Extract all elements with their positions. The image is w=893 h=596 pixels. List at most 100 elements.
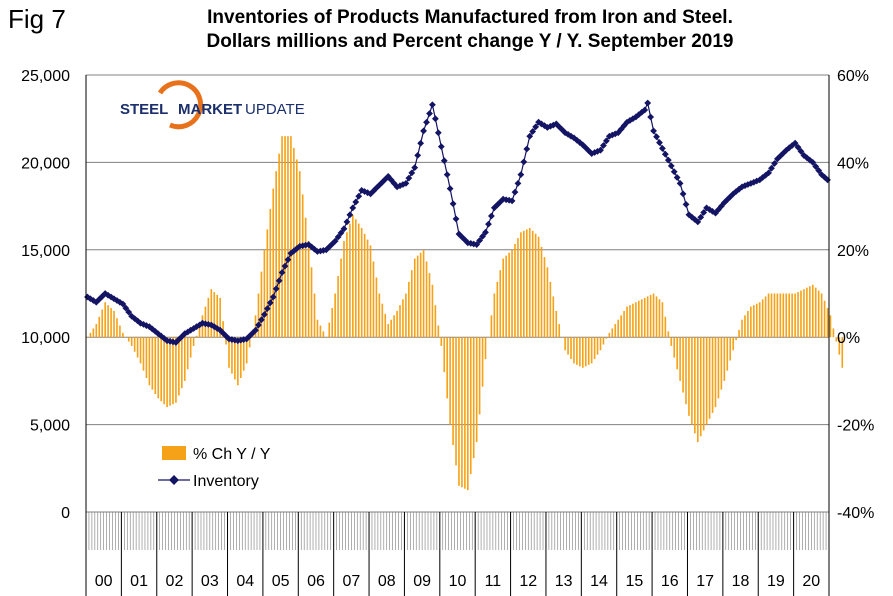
- pct-change-bar: [331, 308, 334, 338]
- chart-title: Inventories of Products Manufactured fro…: [120, 6, 820, 54]
- pct-change-bar: [581, 337, 584, 368]
- pct-change-bar: [764, 296, 767, 338]
- inventory-point: [815, 167, 823, 174]
- pct-change-bar: [298, 171, 301, 338]
- pct-change-bar: [711, 337, 714, 413]
- pct-change-bar: [360, 227, 363, 338]
- pct-change-bar: [623, 310, 625, 338]
- inventory-point: [252, 326, 259, 334]
- pct-change-bar: [643, 297, 646, 338]
- pct-change-bar: [696, 337, 699, 443]
- pct-change-bar: [234, 337, 236, 380]
- inventory-point: [679, 190, 687, 198]
- pct-change-bar: [720, 337, 723, 390]
- pct-change-bar: [750, 306, 752, 338]
- inventory-point: [346, 211, 354, 219]
- x-tick-label: 07: [342, 573, 360, 590]
- pct-change-bar: [231, 337, 233, 374]
- logo-word-steel: STEEL: [120, 101, 168, 118]
- pct-change-bar: [652, 293, 655, 338]
- pct-change-bar: [310, 267, 313, 338]
- pct-change-bar: [555, 310, 558, 338]
- pct-change-bar: [649, 294, 652, 338]
- pct-change-bar: [782, 293, 785, 338]
- inventory-point: [122, 304, 130, 312]
- pct-change-bar: [608, 332, 611, 338]
- pct-change-bar: [363, 233, 366, 338]
- pct-change-bar: [811, 284, 814, 338]
- inventory-point: [434, 129, 442, 137]
- pct-change-bar: [239, 337, 242, 378]
- pct-change-bar: [785, 293, 788, 338]
- x-tick-label: 20: [802, 573, 820, 590]
- pct-change-bar: [576, 337, 578, 365]
- pct-change-bar: [667, 331, 670, 338]
- pct-change-bar: [732, 337, 734, 351]
- x-tick-label: 06: [307, 573, 325, 590]
- inventory-point: [661, 150, 669, 158]
- pct-change-bar: [546, 267, 549, 338]
- pct-change-bar: [340, 258, 342, 338]
- pct-change-bar: [183, 337, 186, 381]
- legend-swatch-bars: [162, 446, 186, 460]
- pct-change-bar: [531, 230, 534, 338]
- pct-change-bar: [122, 332, 124, 338]
- pct-change-bar: [779, 293, 782, 338]
- inventory-point: [656, 139, 663, 146]
- inventory-point: [809, 158, 817, 166]
- x-tick-label: 17: [696, 573, 714, 590]
- pct-change-bar: [254, 315, 257, 338]
- legend-label-bars: % Ch Y / Y: [193, 446, 271, 463]
- pct-change-bar: [605, 337, 608, 339]
- pct-change-bar: [316, 319, 319, 338]
- x-tick-label: 11: [485, 573, 502, 590]
- pct-change-bar: [738, 329, 740, 338]
- pct-change-bar: [611, 328, 614, 338]
- pct-change-bar: [431, 284, 434, 338]
- x-tick-label: 01: [130, 573, 148, 590]
- y-right-tick-label: -40%: [837, 505, 874, 522]
- inventory-point: [355, 192, 363, 200]
- pct-change-bar: [304, 217, 307, 338]
- pct-change-bar: [747, 310, 749, 338]
- pct-change-bar: [726, 337, 729, 371]
- pct-change-bar: [705, 337, 708, 425]
- pct-change-bar: [434, 305, 437, 338]
- y-right-tick-label: 40%: [837, 155, 869, 172]
- pct-change-bar: [753, 305, 755, 338]
- inventory-point: [263, 305, 271, 313]
- pct-change-bar: [181, 337, 183, 389]
- pct-change-bar: [175, 337, 177, 403]
- inventory-point: [676, 179, 684, 187]
- pct-change-bar: [838, 337, 841, 355]
- inventory-point: [417, 139, 425, 147]
- pct-change-bar: [626, 306, 628, 338]
- inventory-point: [529, 128, 537, 135]
- pct-change-bar: [124, 337, 127, 338]
- pct-change-bar: [257, 293, 260, 338]
- inventory-point: [653, 133, 660, 141]
- x-tick-label: 10: [449, 573, 467, 590]
- y-left-tick-label: 20,000: [21, 155, 70, 172]
- inventory-point: [255, 321, 262, 329]
- x-tick-label: 14: [590, 573, 608, 590]
- pct-change-bar: [773, 293, 776, 338]
- pct-change-bar: [260, 271, 263, 338]
- pct-change-bar: [755, 303, 758, 338]
- inventory-point: [331, 237, 339, 245]
- pct-change-bar: [178, 337, 180, 396]
- pct-change-bar: [803, 289, 805, 338]
- pct-change-bar: [145, 337, 148, 378]
- pct-change-bar: [744, 315, 746, 338]
- pct-change-bar: [537, 236, 540, 338]
- pct-change-bar: [213, 292, 216, 338]
- pct-change-bar: [761, 299, 764, 338]
- logo-word-market: MARKET: [178, 101, 242, 118]
- y-right-tick-label: 20%: [837, 243, 869, 260]
- pct-change-bar: [552, 296, 555, 338]
- pct-change-bar: [328, 322, 331, 338]
- pct-change-bar: [776, 293, 779, 338]
- pct-change-bar: [301, 194, 304, 338]
- x-tick-label: 02: [166, 573, 184, 590]
